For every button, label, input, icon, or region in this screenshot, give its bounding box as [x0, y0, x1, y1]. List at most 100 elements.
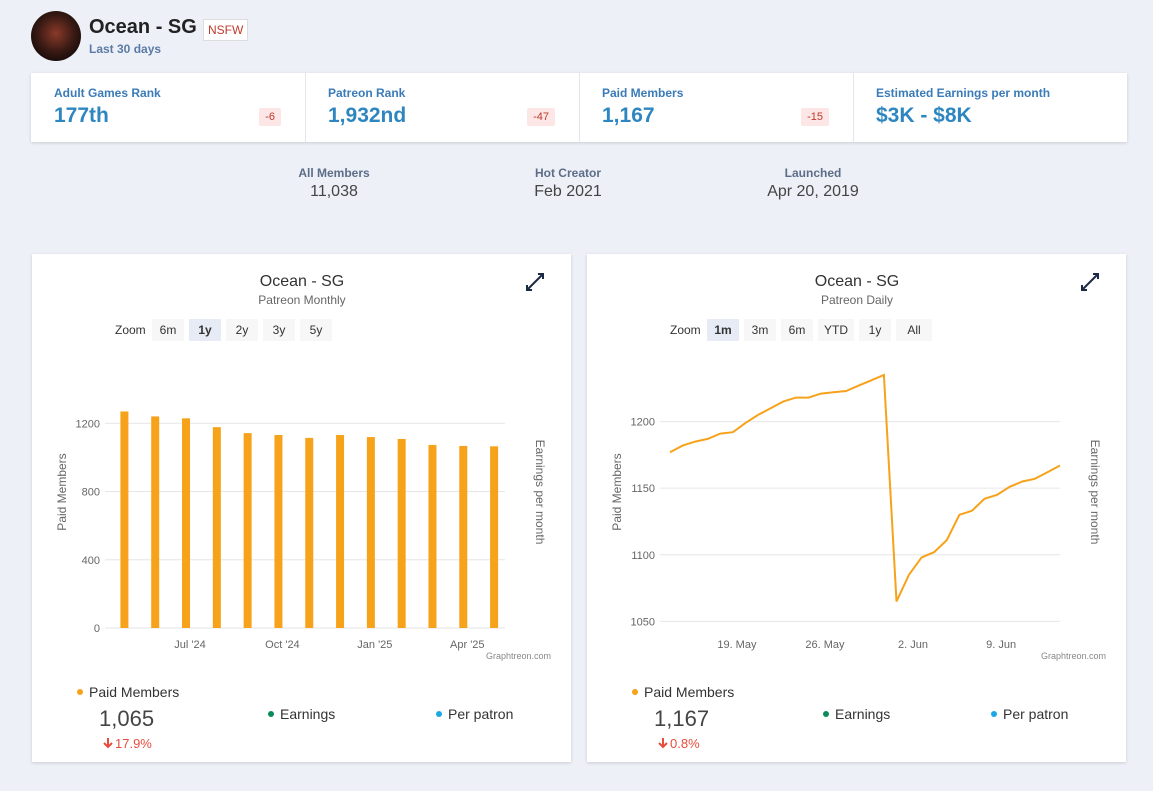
info-label: Launched [784, 166, 842, 180]
zoom-button-label[interactable]: 2y [236, 323, 249, 337]
bar [490, 446, 499, 628]
down-arrow [658, 738, 668, 749]
chart-title: Ocean - SG [260, 273, 344, 290]
chart: Ocean - SG Patreon Daily Zoom 1m 3m 6m YTD 1y Al… [610, 273, 1106, 751]
y-tick-label: 1100 [631, 550, 655, 562]
legend-label[interactable]: Earnings [280, 706, 335, 722]
zoom-button-label[interactable]: 1m [714, 323, 731, 337]
bar [428, 444, 437, 628]
legend-label: Paid Members [89, 684, 179, 700]
credit: Graphtreon.com [1041, 651, 1106, 661]
zoom-button[interactable] [300, 319, 332, 341]
bar [274, 435, 283, 628]
chart-subtitle: Patreon Monthly [258, 293, 345, 307]
zoom-button-label[interactable]: 5y [310, 323, 323, 337]
credit: Graphtreon.com [486, 651, 551, 661]
avatar [31, 11, 81, 61]
y-tick-label: 1050 [631, 616, 655, 628]
separator [305, 73, 306, 142]
bar [459, 445, 468, 628]
stats-card: Adult Games Rank 177th -6 Patreon Rank 1,932… [31, 73, 1127, 142]
zoom-label: Zoom [670, 323, 701, 337]
legend-dot [77, 689, 83, 695]
legend-dot [632, 689, 638, 695]
legend-dot [823, 711, 829, 717]
line [669, 373, 1061, 602]
zoom-button-label[interactable]: YTD [824, 323, 848, 337]
zoom-button[interactable] [744, 319, 776, 341]
stat-label: Adult Games Rank [54, 86, 161, 100]
stat-label: Patreon Rank [328, 86, 406, 100]
legend-dot [268, 711, 274, 717]
zoom-button[interactable] [818, 319, 854, 341]
x-tick-label: Jan '25 [357, 639, 392, 651]
chart-panel: Ocean - SG Patreon Daily Zoom 1m 3m 6m YTD 1y Al… [587, 254, 1126, 762]
zoom-button-label[interactable]: 3m [752, 323, 769, 337]
separator [853, 73, 854, 142]
zoom-button[interactable] [152, 319, 184, 341]
bar [366, 437, 375, 628]
zoom-button[interactable] [226, 319, 258, 341]
info-label: Hot Creator [534, 166, 601, 180]
y-tick-label: 1200 [76, 418, 100, 430]
zoom-button[interactable] [707, 319, 739, 341]
fullscreen-icon [526, 273, 544, 291]
zoom-button[interactable] [781, 319, 813, 341]
fullscreen-icon [1081, 273, 1099, 291]
zoom-button[interactable] [859, 319, 891, 341]
zoom-button-label[interactable]: 6m [789, 323, 806, 337]
stat-change: -15 [801, 108, 829, 126]
legend-label: Paid Members [644, 684, 734, 700]
stat-value: 1,932nd [328, 104, 407, 127]
bar [336, 435, 345, 628]
y2-axis-label: Earnings per month [1088, 440, 1102, 545]
separator [579, 73, 580, 142]
stat-value: $3K - $8K [876, 104, 972, 127]
y-tick-label: 400 [82, 555, 100, 567]
stat-label: Paid Members [602, 86, 684, 100]
zoom-button[interactable] [896, 319, 932, 341]
period: Last 30 days [89, 42, 162, 56]
x-tick-label: 26. May [805, 639, 845, 651]
summary-change: 0.8% [670, 736, 700, 751]
y-tick-label: 1200 [631, 417, 655, 429]
y2-axis-label: Earnings per month [533, 440, 547, 545]
stat-value: 1,167 [602, 104, 655, 127]
chart-title: Ocean - SG [815, 273, 899, 290]
x-tick-label: 19. May [717, 639, 757, 651]
x-tick-label: Oct '24 [265, 639, 300, 651]
stat-label: Estimated Earnings per month [876, 86, 1051, 100]
legend-label[interactable]: Per patron [448, 706, 513, 722]
nsfw-badge: NSFW [203, 19, 249, 41]
zoom-button[interactable] [263, 319, 295, 341]
x-tick-label: 2. Jun [898, 639, 928, 651]
zoom-button-label[interactable]: 1y [869, 323, 882, 337]
y-tick-label: 800 [82, 487, 100, 499]
zoom-button-label[interactable]: 6m [160, 323, 177, 337]
bar [151, 416, 160, 628]
x-tick-label: Jul '24 [174, 639, 205, 651]
legend-label[interactable]: Earnings [835, 706, 890, 722]
stat-value: 177th [54, 104, 109, 127]
y-tick-label: 0 [94, 623, 100, 635]
chart-panel: Ocean - SG Patreon Monthly Zoom 6m 1y 2y 3y 5y 0… [32, 254, 571, 762]
zoom-button[interactable] [189, 319, 221, 341]
legend-dot [436, 711, 442, 717]
info-value: Apr 20, 2019 [767, 183, 859, 200]
zoom-button-label[interactable]: 3y [273, 323, 286, 337]
y-tick-label: 1150 [631, 483, 655, 495]
bar [182, 418, 191, 628]
info-value: 11,038 [310, 183, 358, 200]
bar [305, 437, 314, 628]
zoom-button-label[interactable]: 1y [198, 323, 212, 337]
bar [397, 438, 406, 628]
bar [120, 411, 129, 628]
y-axis-label: Paid Members [55, 453, 69, 530]
zoom-button-label[interactable]: All [907, 323, 920, 337]
chart-subtitle: Patreon Daily [821, 293, 893, 307]
y-axis-label: Paid Members [610, 453, 624, 530]
legend-label[interactable]: Per patron [1003, 706, 1068, 722]
bar [243, 433, 252, 628]
info-value: Feb 2021 [534, 183, 602, 200]
